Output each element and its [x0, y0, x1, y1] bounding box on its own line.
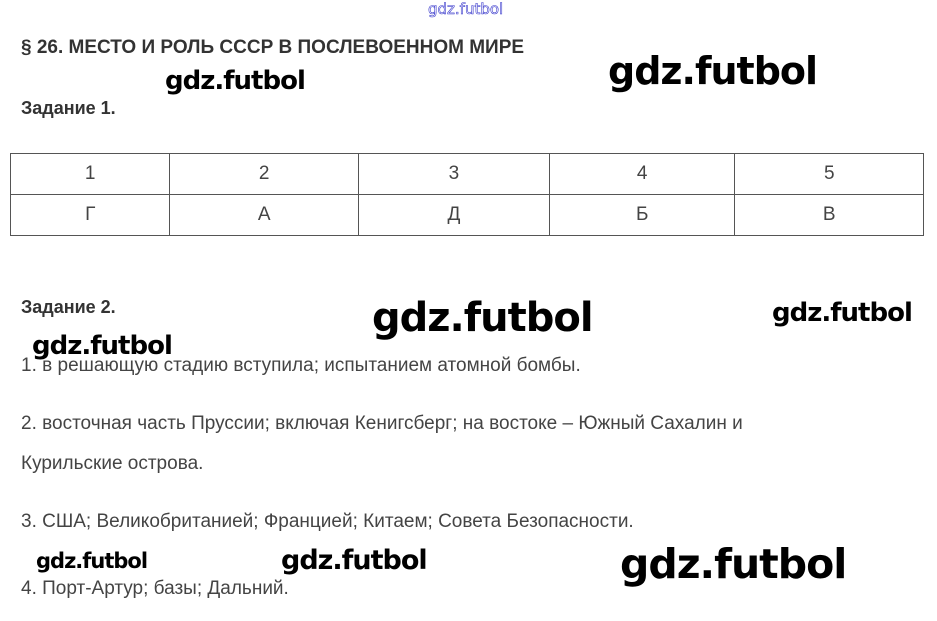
- table-cell: В: [734, 194, 924, 236]
- answer-line: 1. в решающую стадию вступила; испытание…: [21, 355, 581, 376]
- answer-line: 3. США; Великобританией; Францией; Китае…: [21, 511, 634, 532]
- table-cell: А: [169, 194, 359, 236]
- task1-heading: Задание 1.: [21, 98, 116, 118]
- table-cell: Г: [9, 194, 171, 236]
- table-cell: 2: [169, 153, 359, 195]
- task2-heading: Задание 2.: [21, 297, 116, 317]
- table-row: Г А Д Б В: [9, 194, 924, 236]
- table-cell: Д: [357, 194, 550, 236]
- answer-line: Курильские острова.: [21, 453, 204, 474]
- table-cell: 5: [734, 153, 924, 195]
- watermark: gdz.futbol: [428, 0, 504, 18]
- watermark: gdz.futbol: [620, 540, 847, 588]
- watermark: gdz.futbol: [281, 545, 428, 576]
- table-cell: 4: [548, 153, 736, 195]
- table-cell: 1: [9, 153, 171, 195]
- answer-table: 1 2 3 4 5 Г А Д Б В: [9, 153, 924, 236]
- watermark: gdz.futbol: [36, 549, 148, 573]
- watermark: gdz.futbol: [165, 66, 306, 96]
- watermark: gdz.futbol: [32, 331, 173, 361]
- answer-line: 2. восточная часть Пруссии; включая Кени…: [21, 413, 743, 434]
- page-title: § 26. МЕСТО И РОЛЬ СССР В ПОСЛЕВОЕННОМ М…: [21, 37, 525, 58]
- watermark: gdz.futbol: [608, 49, 818, 93]
- watermark: gdz.futbol: [772, 298, 913, 328]
- table-row: 1 2 3 4 5: [9, 153, 924, 195]
- watermark: gdz.futbol: [372, 295, 594, 341]
- answer-line: 4. Порт-Артур; базы; Дальний.: [21, 578, 289, 599]
- table-cell: Б: [548, 194, 736, 236]
- table-cell: 3: [357, 153, 550, 195]
